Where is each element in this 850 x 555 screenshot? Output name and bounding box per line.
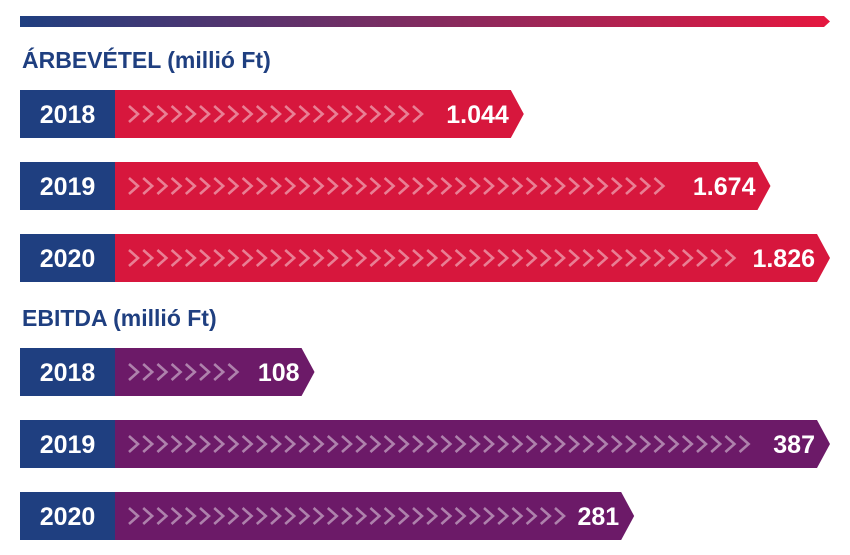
value-label: 1.826: [752, 245, 815, 273]
chevron-pattern: [128, 435, 751, 453]
revenue-bar-row: 2019 1.674: [20, 162, 771, 210]
ebitda-bar: [115, 348, 315, 396]
ebitda-bar: [115, 492, 635, 540]
year-box: [20, 348, 115, 396]
year-label: 2018: [40, 359, 96, 387]
revenue-bar-row: 2020 1.826: [20, 234, 830, 282]
revenue-bar-chart: 2018 1.044 2019 1.674 2020 1.826: [20, 90, 830, 282]
year-label: 2019: [40, 431, 96, 459]
revenue-bar-row: 2018 1.044: [20, 90, 524, 138]
ebitda-bar-row: 2020 281: [20, 492, 635, 540]
year-box: [20, 162, 115, 210]
chevron-pattern: [128, 177, 666, 195]
value-label: 1.674: [693, 173, 756, 201]
year-label: 2018: [40, 101, 96, 129]
year-box: [20, 492, 115, 540]
ebitda-bar-chart: 2018 108 2019 387 2020 281: [20, 348, 830, 540]
gradient-header-rule: [20, 16, 830, 27]
chevron-pattern: [128, 363, 240, 381]
chevron-pattern: [128, 249, 737, 267]
revenue-bar: [115, 162, 771, 210]
revenue-chart-title: ÁRBEVÉTEL (millió Ft): [22, 47, 271, 73]
value-label: 1.044: [446, 101, 509, 129]
chevron-pattern: [128, 105, 424, 123]
year-label: 2020: [40, 245, 96, 273]
revenue-bar: [115, 234, 830, 282]
year-box: [20, 420, 115, 468]
value-label: 281: [577, 503, 619, 531]
value-label: 108: [258, 359, 300, 387]
year-label: 2020: [40, 503, 96, 531]
year-box: [20, 234, 115, 282]
revenue-bar: [115, 90, 524, 138]
ebitda-bar-row: 2019 387: [20, 420, 830, 468]
year-label: 2019: [40, 173, 96, 201]
ebitda-chart-title: EBITDA (millió Ft): [22, 305, 217, 331]
ebitda-bar-row: 2018 108: [20, 348, 315, 396]
chevron-pattern: [128, 507, 566, 525]
ebitda-bar: [115, 420, 830, 468]
year-box: [20, 90, 115, 138]
value-label: 387: [773, 431, 815, 459]
